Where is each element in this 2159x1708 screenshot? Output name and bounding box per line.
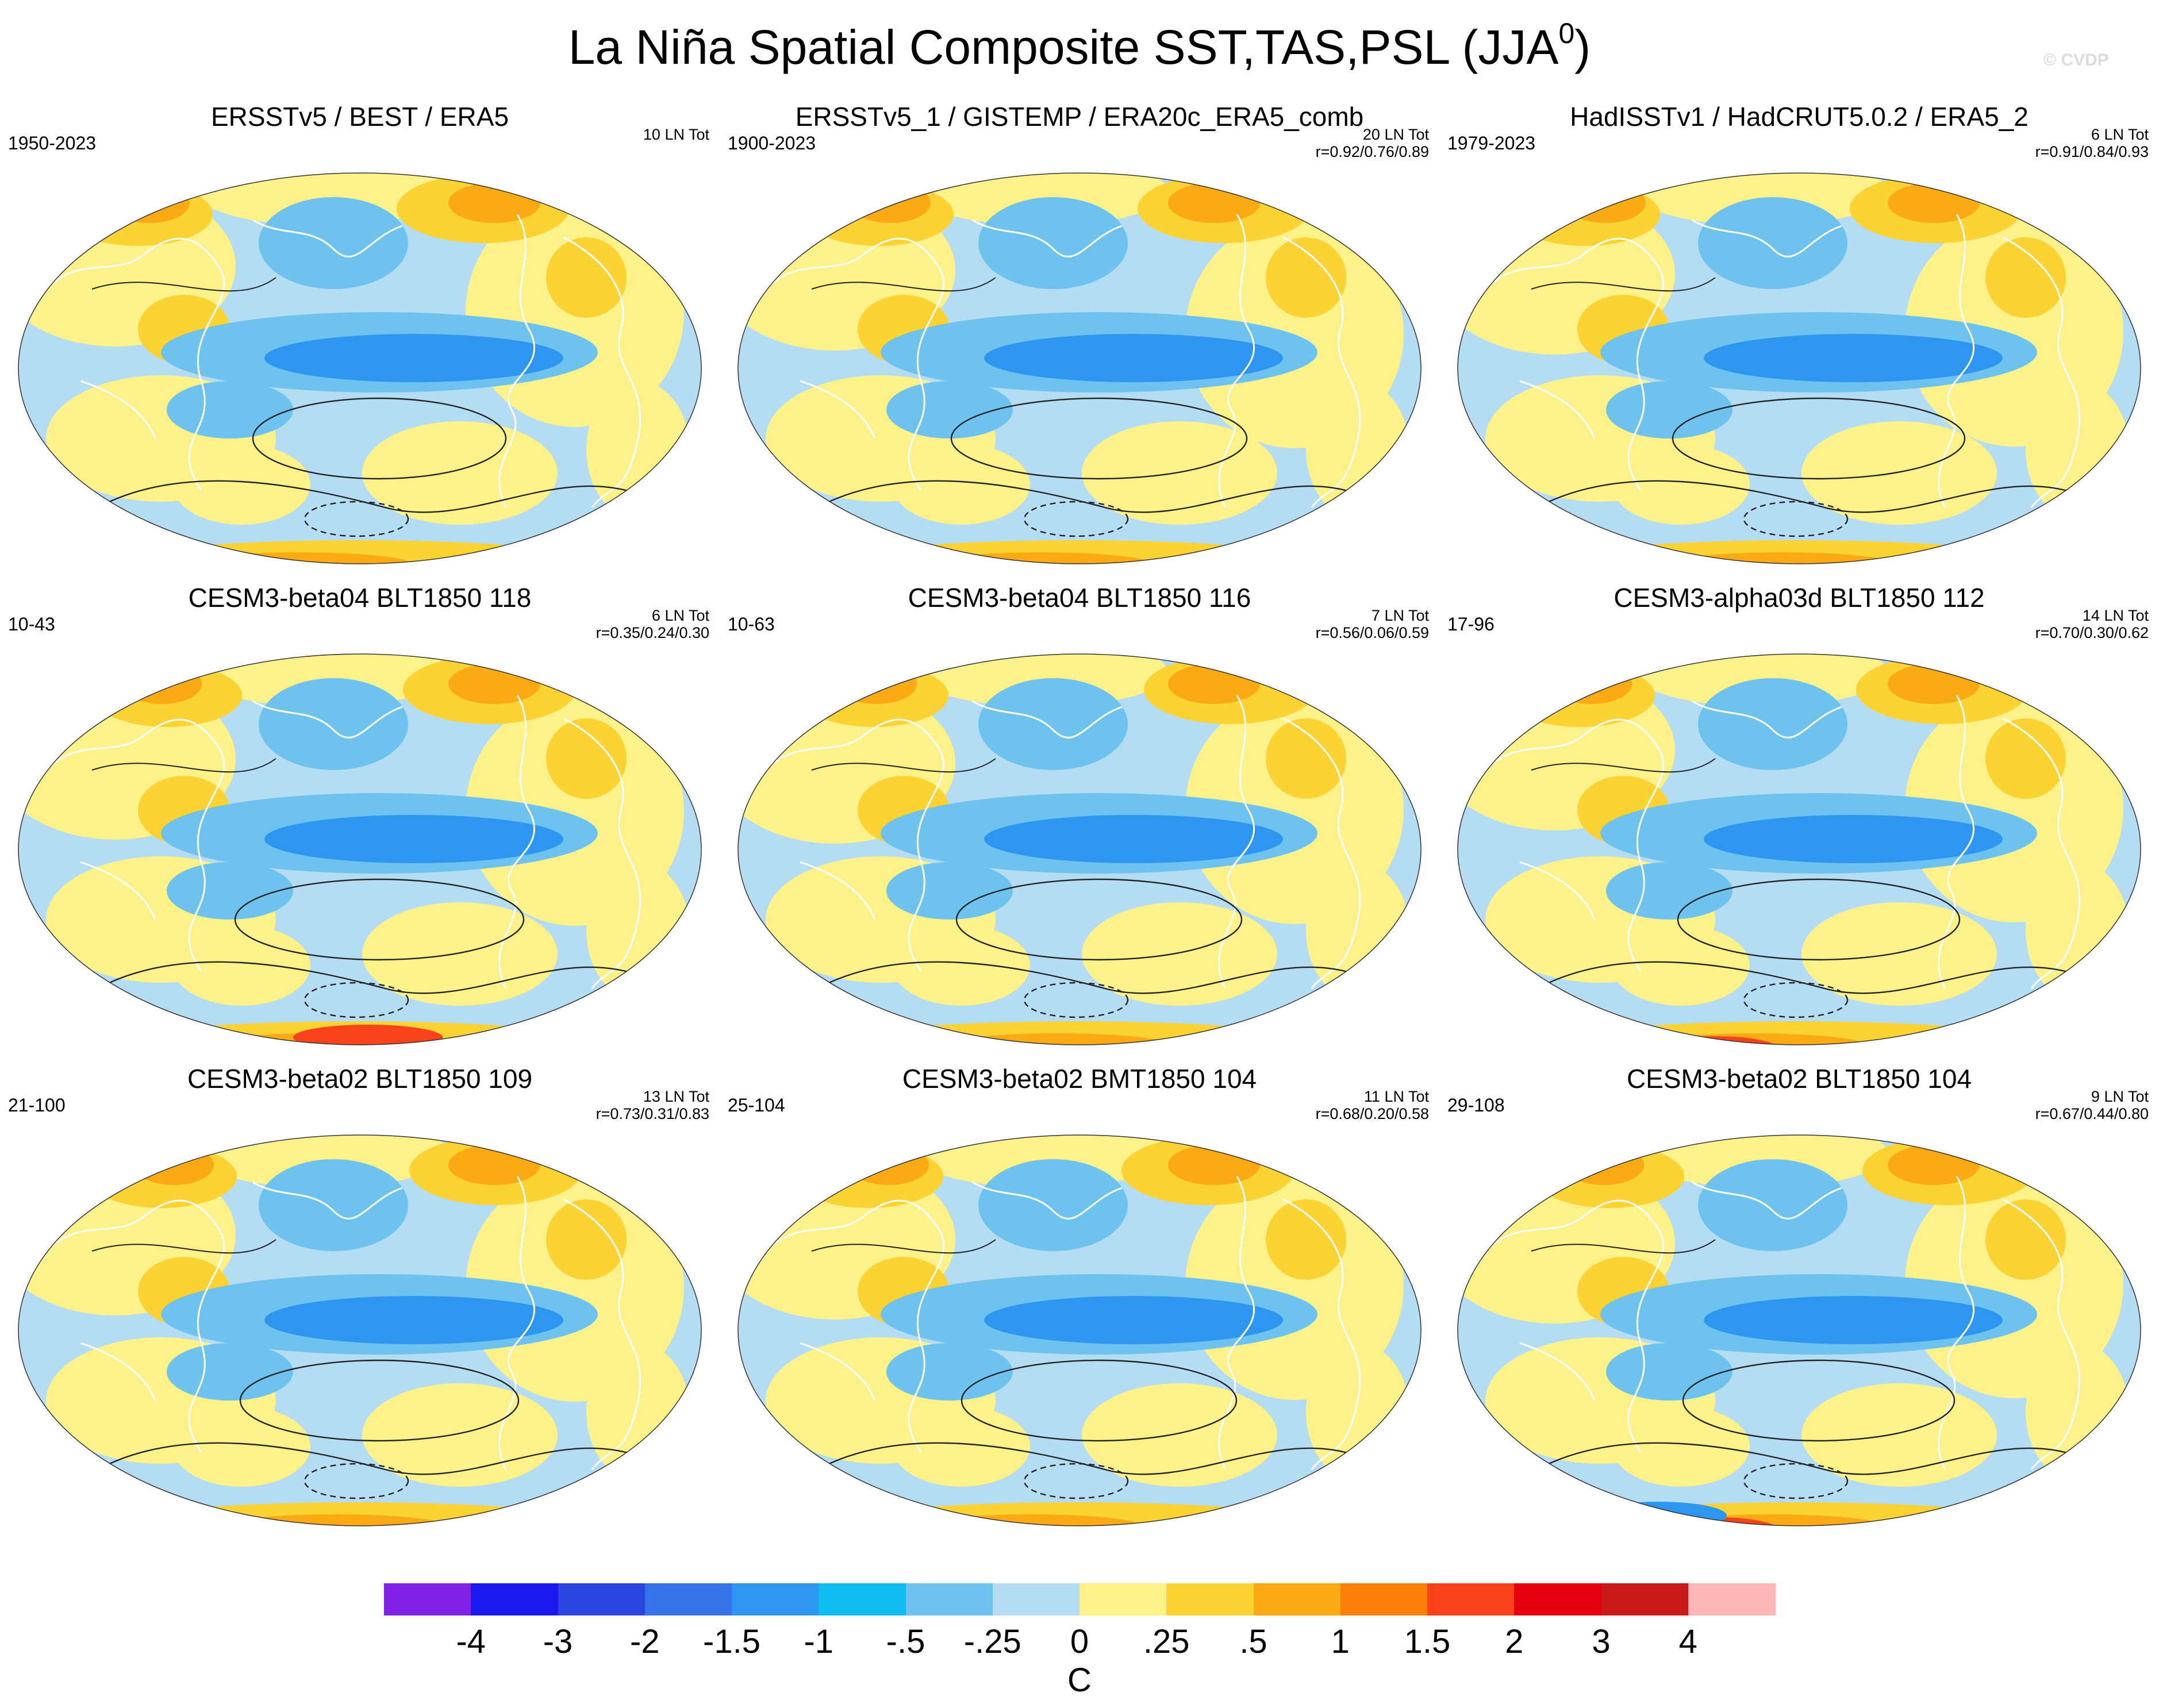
figure-title-text: La Niña Spatial Composite SST,TAS,PSL (J… [568,20,1559,74]
panel-correlation: r=0.91/0.84/0.93 [2035,143,2149,160]
colorbar-units: C [1067,1661,1092,1699]
global-map [18,172,702,564]
colorbar-segment [905,1583,993,1615]
map-panel: HadISSTv1 / HadCRUT5.0.2 / ERA5_2 1979-20… [1439,101,2159,583]
panel-years: 17-96 [1447,614,1495,634]
colorbar-tick-label: 3 [1592,1623,1611,1660]
map-panel: ERSSTv5 / BEST / ERA5 1950-2023 10 LN Tot [0,101,720,583]
global-map [18,653,702,1045]
panel-correlation: r=0.35/0.24/0.30 [596,624,709,641]
colorbar-segment [819,1583,906,1615]
colorbar-tick-label: 4 [1678,1623,1697,1660]
global-map [737,172,1422,564]
panel-ln-count: 20 LN Tot [1362,126,1429,143]
global-map [1457,172,2141,564]
panel-ln-count: 9 LN Tot [2091,1088,2149,1105]
panel-title: CESM3-beta04 BLT1850 116 [908,583,1251,613]
panel-title: ERSSTv5_1 / GISTEMP / ERA20c_ERA5_comb [795,102,1364,132]
colorbar-segment [1514,1583,1601,1615]
panel-correlation: r=0.73/0.31/0.83 [596,1105,709,1122]
panel-ln-count: 13 LN Tot [643,1088,709,1105]
panel-correlation: r=0.67/0.44/0.80 [2035,1105,2149,1122]
panel-title: ERSSTv5 / BEST / ERA5 [210,102,509,132]
colorbar-segment [1688,1583,1776,1615]
colorbar-tick-label: 1 [1331,1623,1350,1660]
map-panel: CESM3-alpha03d BLT1850 112 17-96 14 LN Tot… [1439,582,2159,1064]
colorbar-segment [471,1583,558,1615]
colorbar-tick-label: -1 [804,1623,834,1660]
watermark: © CVDP [2043,51,2109,70]
colorbar-segment [732,1583,819,1615]
map-panel: CESM3-beta04 BLT1850 118 10-43 6 LN Tot r=0… [0,582,720,1064]
panel-title: CESM3-beta02 BLT1850 109 [187,1064,533,1094]
panel-ln-count: 10 LN Tot [643,126,709,143]
panel-correlation: r=0.92/0.76/0.89 [1315,143,1429,160]
panel-ln-count: 6 LN Tot [2091,126,2149,143]
panel-years: 1900-2023 [728,133,816,153]
map-panel: ERSSTv5_1 / GISTEMP / ERA20c_ERA5_comb 19… [720,101,1439,583]
panel-ln-count: 14 LN Tot [2082,607,2149,624]
map-panel: CESM3-beta02 BLT1850 104 29-108 9 LN Tot r=… [1439,1063,2159,1545]
map-panel: CESM3-beta02 BMT1850 104 25-104 11 LN Tot r… [720,1063,1439,1545]
panel-correlation: r=0.56/0.06/0.59 [1315,624,1429,641]
panel-years: 1950-2023 [8,133,97,153]
colorbar-tick-label: .25 [1143,1623,1190,1660]
colorbar-segment [384,1583,471,1615]
panel-years: 21-100 [8,1095,66,1115]
map-panel: CESM3-beta04 BLT1850 116 10-63 7 LN Tot r=0… [720,582,1439,1064]
panel-ln-count: 11 LN Tot [1363,1088,1429,1105]
panel-correlation: r=0.68/0.20/0.58 [1315,1105,1429,1122]
colorbar-tick-label: 0 [1070,1623,1089,1660]
panel-years: 1979-2023 [1447,133,1536,153]
colorbar-tick-label: -.25 [963,1623,1021,1660]
colorbar-tick-label: .5 [1239,1623,1267,1660]
colorbar-tick-label: -3 [543,1623,573,1660]
colorbar-segment [558,1583,646,1615]
global-map [737,1134,1422,1526]
map-panel: CESM3-beta02 BLT1850 109 21-100 13 LN Tot r… [0,1063,720,1545]
colorbar-tick-label: -4 [456,1623,486,1660]
panel-ln-count: 6 LN Tot [651,607,709,624]
global-map [737,653,1422,1045]
panel-title: CESM3-beta02 BLT1850 104 [1626,1064,1972,1094]
panel-title: CESM3-beta02 BMT1850 104 [902,1064,1257,1094]
colorbar-segment [992,1583,1080,1615]
colorbar-tick-label: -2 [629,1623,660,1660]
colorbar-segment [1253,1583,1341,1615]
colorbar-segment [644,1583,732,1615]
figure-title-close: ) [1574,20,1591,74]
global-map [1457,1134,2141,1526]
colorbar-segment [1340,1583,1428,1615]
colorbar [384,1583,1776,1615]
panel-years: 29-108 [1447,1095,1505,1115]
global-map [1457,653,2141,1045]
colorbar-tick-label: 1.5 [1404,1623,1451,1660]
panel-title: HadISSTv1 / HadCRUT5.0.2 / ERA5_2 [1570,102,2029,132]
colorbar-segment [1166,1583,1254,1615]
colorbar-segment [1601,1583,1689,1615]
panel-years: 25-104 [728,1095,785,1115]
figure-title-superscript: 0 [1558,17,1575,49]
panel-title: CESM3-alpha03d BLT1850 112 [1614,583,1985,613]
global-map [18,1134,702,1526]
colorbar-tick-label: 2 [1505,1623,1524,1660]
colorbar-tick-label: -1.5 [703,1623,760,1660]
panel-correlation: r=0.70/0.30/0.62 [2035,624,2149,641]
colorbar-tick-label: -.5 [886,1623,925,1660]
colorbar-segment [1080,1583,1167,1615]
figure-title: La Niña Spatial Composite SST,TAS,PSL (J… [0,18,2159,76]
panel-title: CESM3-beta04 BLT1850 118 [188,583,532,613]
panel-years: 10-63 [728,614,775,634]
panel-years: 10-43 [8,614,55,634]
panel-ln-count: 7 LN Tot [1371,607,1429,624]
colorbar-segment [1427,1583,1515,1615]
